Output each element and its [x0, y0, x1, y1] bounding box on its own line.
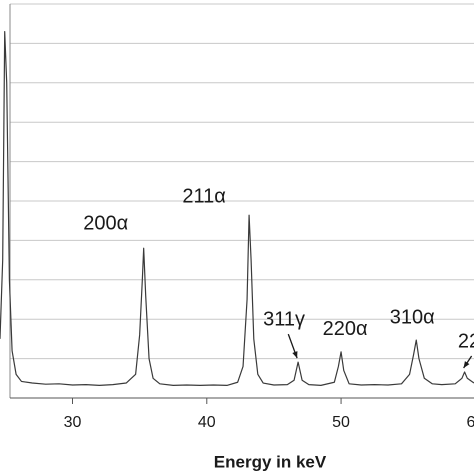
x-tick-label: 50: [332, 414, 350, 431]
peak-label: 220α: [323, 318, 368, 340]
peak-label: 200α: [83, 213, 128, 235]
spectrum-line: [0, 30, 474, 386]
peak-label: 311γ: [263, 308, 305, 330]
arrow-head: [292, 351, 298, 359]
peak-label: 222: [458, 330, 474, 352]
x-tick-label: 40: [198, 414, 216, 431]
x-axis-title: Energy in keV: [214, 452, 327, 471]
arrow-head: [463, 361, 470, 368]
x-tick-label: 60: [466, 414, 474, 431]
peak-label: 211α: [182, 185, 225, 207]
peak-label: 310α: [390, 306, 435, 328]
x-tick-label: 30: [64, 414, 82, 431]
